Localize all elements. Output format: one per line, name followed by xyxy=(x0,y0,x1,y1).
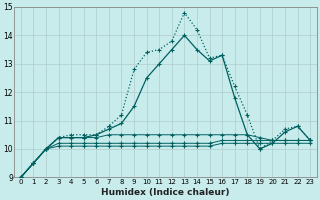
X-axis label: Humidex (Indice chaleur): Humidex (Indice chaleur) xyxy=(101,188,230,197)
